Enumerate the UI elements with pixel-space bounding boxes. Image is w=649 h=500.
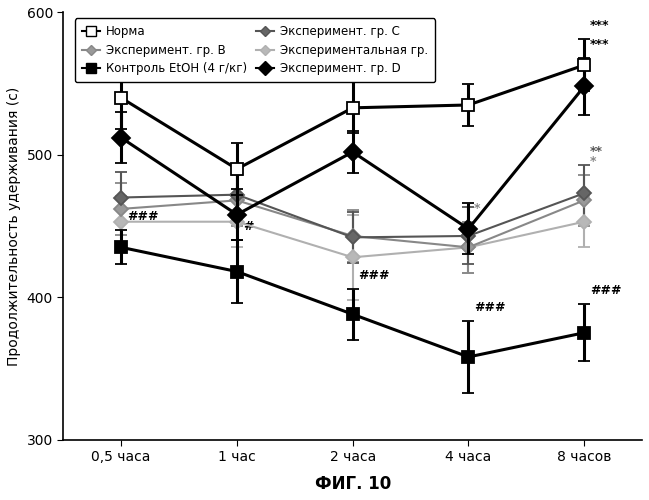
Text: ***: *** xyxy=(590,20,609,32)
X-axis label: ФИГ. 10: ФИГ. 10 xyxy=(315,475,391,493)
Text: *: * xyxy=(590,154,596,168)
Text: ###: ### xyxy=(358,268,390,281)
Legend: Норма, Эксперимент. гр. B, Контроль EtOH (4 г/кг), Эксперимент. гр. C, Экспериме: Норма, Эксперимент. гр. B, Контроль EtOH… xyxy=(75,18,435,82)
Y-axis label: Продолжительность удерживания (с): Продолжительность удерживания (с) xyxy=(7,86,21,366)
Text: **: ** xyxy=(590,144,603,158)
Text: #: # xyxy=(243,220,253,233)
Text: ###: ### xyxy=(590,284,622,297)
Text: ###: ### xyxy=(127,210,158,223)
Text: ***: *** xyxy=(590,38,609,51)
Text: *: * xyxy=(474,202,481,214)
Text: ###: ### xyxy=(474,301,506,314)
Text: *: * xyxy=(358,62,365,75)
